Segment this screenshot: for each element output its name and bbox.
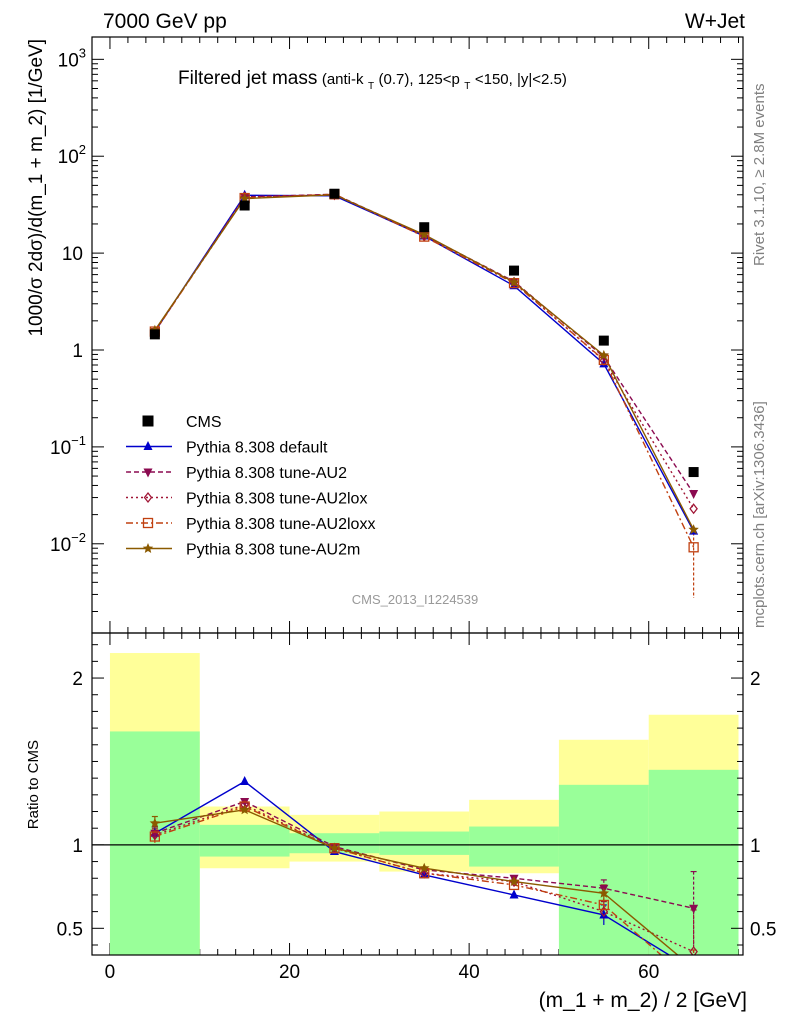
ratio-y-tick-label-right: 2 bbox=[750, 669, 761, 690]
marker-star bbox=[598, 887, 610, 898]
marker-star bbox=[598, 349, 610, 360]
y-axis-label: 1000/σ 2dσ)/d(m_1 + m_2) [1/GeV] bbox=[26, 39, 47, 337]
marker-square-filled bbox=[419, 222, 430, 233]
marker-star bbox=[419, 862, 430, 873]
marker-diamond bbox=[143, 491, 153, 504]
marker-triangle-down bbox=[689, 904, 699, 914]
marker-diamond bbox=[689, 946, 698, 955]
ratio-frame bbox=[91, 632, 744, 956]
ratio-y-axis-label: Ratio to CMS bbox=[25, 740, 42, 829]
process-label: W+Jet bbox=[685, 10, 745, 33]
y-tick-exponent: 3 bbox=[79, 45, 86, 60]
marker-triangle-down bbox=[689, 490, 699, 500]
chart-title-sub-2: T bbox=[368, 81, 374, 92]
marker-star bbox=[688, 524, 699, 535]
y-tick-label: 10 bbox=[62, 244, 83, 265]
marker-star bbox=[329, 842, 340, 853]
marker-star bbox=[508, 876, 520, 887]
y-tick-base: 10 bbox=[50, 438, 71, 459]
marker-star bbox=[149, 817, 161, 828]
y-tick-base: 10 bbox=[50, 535, 71, 556]
x-tick-label: 60 bbox=[638, 962, 659, 983]
ratio-curves bbox=[149, 775, 699, 988]
legend-label: Pythia 8.308 tune-AU2lox bbox=[186, 491, 367, 508]
rivet-version-label: Rivet 3.1.10, ≥ 2.8M events bbox=[751, 84, 768, 267]
y-tick-base: 10 bbox=[58, 147, 79, 168]
legend-label: Pythia 8.308 tune-AU2 bbox=[186, 465, 347, 482]
marker-square-filled bbox=[149, 329, 160, 340]
legend-label: Pythia 8.308 default bbox=[186, 440, 328, 457]
energy-label: 7000 GeV pp bbox=[103, 10, 227, 33]
stat-uncertainty-band bbox=[199, 824, 290, 857]
marker-star bbox=[419, 229, 430, 240]
legend: CMS Pythia 8.308 default Pythia 8.308 tune… bbox=[126, 414, 375, 559]
stat-uncertainty-band bbox=[109, 731, 200, 955]
marker-square bbox=[598, 899, 609, 911]
marker-diamond bbox=[689, 503, 698, 515]
marker-star bbox=[142, 543, 154, 553]
chart-title-sub-1: (anti-k bbox=[322, 71, 364, 88]
mcplots-label: mcplots.cern.ch [arXiv:1306.3436] bbox=[751, 401, 768, 628]
marker-triangle-down bbox=[143, 468, 153, 478]
y-tick-label: 102 bbox=[58, 142, 86, 168]
marker-square bbox=[688, 542, 699, 553]
stat-uncertainty-band bbox=[379, 831, 470, 855]
chart-title-sub-4: T bbox=[464, 81, 470, 92]
marker-square bbox=[142, 517, 154, 529]
marker-triangle-up bbox=[143, 441, 153, 450]
legend-label: Pythia 8.308 tune-AU2loxx bbox=[186, 516, 375, 533]
marker-star bbox=[508, 276, 520, 287]
chart-title-sub-5: <150, |y|<2.5) bbox=[475, 71, 567, 88]
marker-triangle-up bbox=[509, 889, 519, 899]
y-tick-base: 10 bbox=[58, 50, 79, 71]
marker-star bbox=[239, 804, 250, 815]
chart-title: Filtered jet mass (anti-k T (0.7), 125<p… bbox=[178, 68, 567, 93]
ratio-y-tick-label-right: 0.5 bbox=[750, 919, 776, 940]
marker-triangle-up bbox=[240, 775, 250, 785]
marker-triangle-up bbox=[599, 909, 609, 919]
stat-uncertainty-band bbox=[469, 826, 559, 867]
marker-diamond bbox=[150, 829, 160, 841]
y-tick-label: 10−1 bbox=[50, 433, 86, 459]
marker-triangle-up bbox=[689, 965, 698, 974]
marker-triangle-up bbox=[599, 358, 609, 368]
main-curves bbox=[149, 188, 699, 598]
y-tick-label: 1 bbox=[72, 341, 83, 362]
ratio-y-tick-label: 0.5 bbox=[57, 919, 83, 940]
y-tick-exponent: −1 bbox=[71, 433, 86, 448]
x-tick-label: 20 bbox=[279, 962, 300, 983]
chart-title-main: Filtered jet mass bbox=[178, 68, 317, 89]
stat-uncertainty-band bbox=[558, 784, 649, 955]
ratio-y-tick-label-right: 1 bbox=[750, 836, 761, 857]
legend-label-data: CMS bbox=[186, 414, 222, 431]
marker-square-filled bbox=[329, 188, 340, 199]
marker-diamond bbox=[599, 906, 609, 918]
marker-square-filled bbox=[688, 467, 699, 478]
marker-square-filled bbox=[598, 335, 609, 346]
marker-square-filled bbox=[239, 200, 250, 211]
series-line bbox=[154, 194, 695, 510]
ratio-y-tick-label: 2 bbox=[72, 669, 83, 690]
marker-star bbox=[688, 963, 698, 973]
marker-square-filled bbox=[509, 265, 520, 276]
ratio-panel: 0 20 40 60 0.5 0.5 1 1 2 2 bbox=[57, 632, 776, 988]
marker-square bbox=[689, 979, 698, 988]
marker-square bbox=[149, 831, 161, 842]
x-tick-label: 40 bbox=[459, 962, 480, 983]
y-tick-exponent: −2 bbox=[71, 530, 86, 545]
marker-square-filled bbox=[142, 415, 154, 427]
legend-label: Pythia 8.308 tune-AU2m bbox=[186, 542, 360, 559]
y-tick-exponent: 2 bbox=[79, 142, 86, 157]
x-axis-label: (m_1 + m_2) / 2 [GeV] bbox=[539, 989, 747, 1012]
y-tick-label: 10−2 bbox=[50, 530, 86, 556]
y-tick-label: 103 bbox=[58, 45, 86, 71]
ratio-y-tick-label: 1 bbox=[72, 836, 83, 857]
x-tick-label: 0 bbox=[105, 962, 116, 983]
chart-title-sub-3: (0.7), 125<p bbox=[379, 71, 460, 88]
analysis-label: CMS_2013_I1224539 bbox=[352, 592, 479, 607]
